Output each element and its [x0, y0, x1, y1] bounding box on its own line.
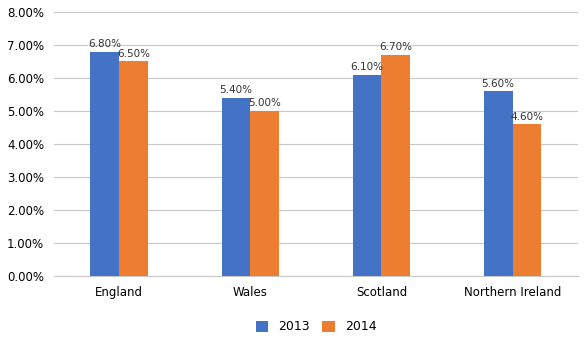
- Text: 5.60%: 5.60%: [481, 79, 515, 89]
- Bar: [381, 55, 410, 276]
- Text: 5.40%: 5.40%: [219, 85, 253, 95]
- Text: 6.70%: 6.70%: [380, 42, 412, 52]
- Text: 6.50%: 6.50%: [117, 49, 150, 59]
- Bar: [119, 61, 148, 276]
- Bar: [353, 75, 381, 276]
- Bar: [222, 98, 250, 276]
- Bar: [484, 91, 512, 276]
- Bar: [250, 111, 279, 276]
- Legend: 2013, 2014: 2013, 2014: [250, 315, 381, 338]
- Text: 4.60%: 4.60%: [511, 111, 543, 121]
- Text: 6.80%: 6.80%: [88, 39, 122, 49]
- Text: 6.10%: 6.10%: [350, 62, 384, 72]
- Bar: [512, 124, 541, 276]
- Text: 5.00%: 5.00%: [249, 98, 281, 108]
- Bar: [91, 51, 119, 276]
